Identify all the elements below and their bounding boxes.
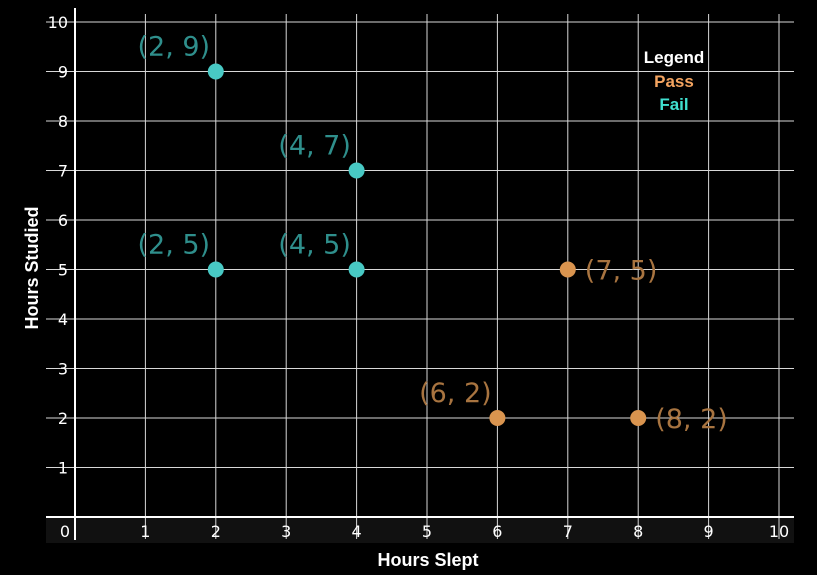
data-point-fail [348, 162, 365, 179]
y-tick-label: 1 [58, 459, 68, 478]
data-point-label: (7, 5) [585, 256, 658, 287]
x-axis-title: Hours Slept [377, 550, 478, 570]
y-tick-label: 8 [58, 112, 68, 131]
data-point-fail [207, 261, 224, 278]
y-tick-label: 6 [58, 211, 68, 230]
data-point-fail [207, 63, 224, 80]
data-point-label: (8, 2) [655, 404, 728, 435]
axes [46, 8, 794, 540]
y-tick-label: 5 [58, 261, 68, 280]
legend-title: Legend [644, 48, 704, 67]
grid [46, 14, 794, 539]
x-tick-label: 8 [633, 522, 643, 541]
data-point-pass [559, 261, 576, 278]
x-tick-label: 6 [492, 522, 502, 541]
x-tick-label: 5 [422, 522, 432, 541]
data-point-pass [489, 410, 506, 426]
x-tick-label: 2 [211, 522, 221, 541]
x-tick-label: 3 [281, 522, 291, 541]
x-tick-label: 7 [563, 522, 573, 541]
data-point-fail [348, 261, 365, 278]
data-point-label: (4, 5) [278, 230, 351, 261]
x-tick-label: 10 [769, 522, 789, 541]
tick-labels: 1 2 3 4 5 6 7 8 9 10 1 2 3 4 5 6 7 8 9 10 0 [48, 13, 790, 541]
origin-label: 0 [60, 522, 70, 541]
y-tick-label: 9 [58, 63, 68, 82]
data-point-label: (6, 2) [419, 378, 492, 409]
y-tick-label: 3 [58, 360, 68, 379]
data-point-label: (4, 7) [278, 131, 351, 162]
y-axis-title: Hours Studied [22, 206, 42, 329]
y-tick-label: 4 [58, 310, 68, 329]
x-axis-band [46, 517, 794, 543]
data-point-label: (2, 5) [138, 230, 211, 261]
data-points: (2, 9) (4, 7) (2, 5) (4, 5) (7, 5) (6, 2) (8, … [138, 32, 728, 436]
legend: Legend Pass Fail [644, 48, 704, 114]
legend-entry-pass: Pass [654, 72, 694, 91]
data-point-label: (2, 9) [138, 32, 211, 63]
data-point-pass [630, 410, 647, 426]
y-tick-label: 7 [58, 162, 68, 181]
x-tick-label: 1 [140, 522, 150, 541]
x-tick-label: 9 [704, 522, 714, 541]
legend-entry-fail: Fail [659, 95, 688, 114]
y-tick-label: 10 [48, 13, 68, 32]
x-tick-label: 4 [352, 522, 362, 541]
y-tick-label: 2 [58, 409, 68, 428]
